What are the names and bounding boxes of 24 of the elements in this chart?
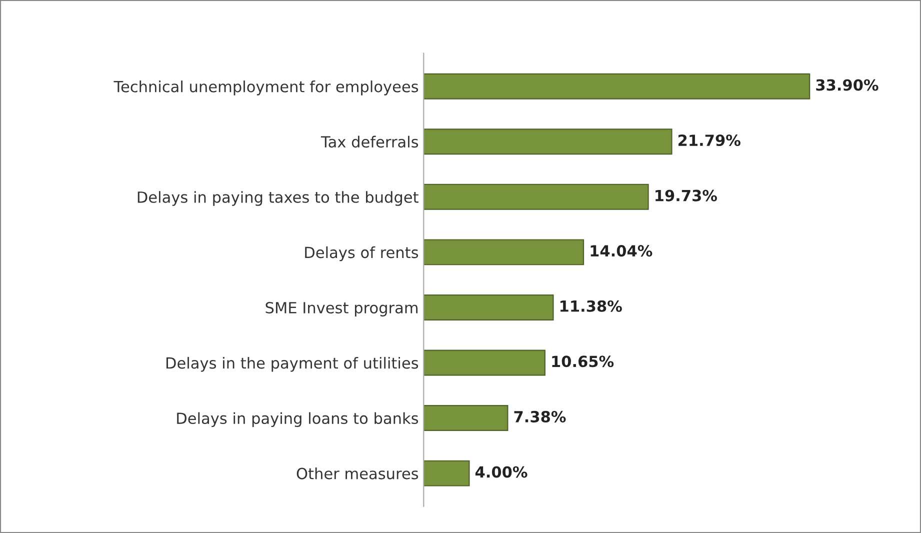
- data-label: 33.90%: [816, 79, 878, 91]
- bar: [424, 460, 470, 486]
- bar: [424, 405, 508, 432]
- bar: [424, 350, 546, 376]
- y-tick-label: Delays in the payment of utilities: [166, 356, 418, 372]
- bar: [424, 128, 672, 155]
- y-tick-label: Other measures: [296, 468, 418, 480]
- y-tick-label: Tax deferrals: [320, 136, 418, 148]
- y-tick-label: Delays in paying taxes to the budget: [138, 191, 418, 206]
- bar: [424, 73, 810, 100]
- bar: [424, 184, 649, 210]
- bar: [424, 239, 584, 266]
- y-tick-label: SME Invest program: [266, 302, 418, 316]
- data-label: 21.79%: [678, 134, 740, 146]
- y-tick-label: Delays of rents: [305, 246, 418, 262]
- data-label: 14.04%: [590, 245, 652, 257]
- data-label: 19.73%: [656, 190, 717, 202]
- data-label: 10.65%: [552, 356, 614, 368]
- data-label: 4.00%: [475, 466, 528, 478]
- y-tick-label: Technical unemployment for employees: [114, 80, 418, 96]
- y-tick-label: Delays in paying loans to banks: [177, 412, 418, 428]
- data-label: 11.38%: [560, 300, 622, 312]
- bar: [424, 294, 554, 320]
- data-label: 7.38%: [514, 410, 566, 422]
